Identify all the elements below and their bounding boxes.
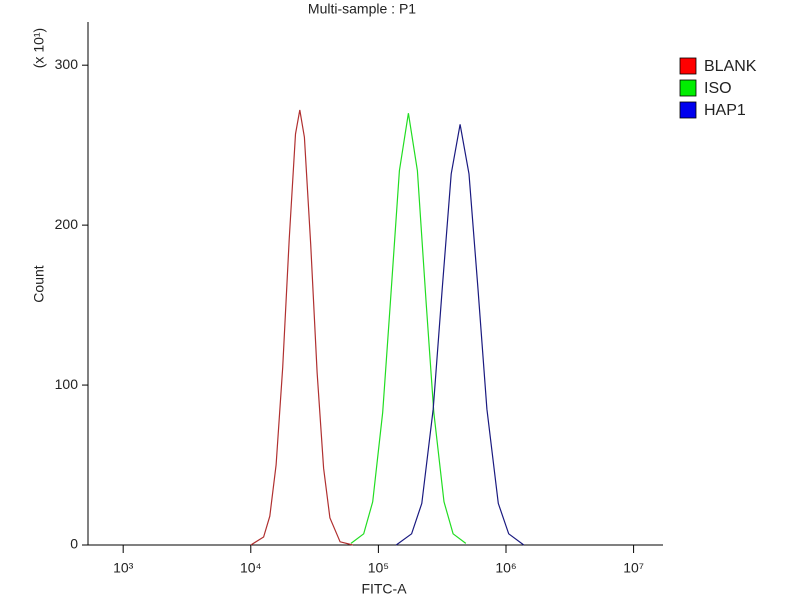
legend-label: HAP1 <box>704 102 746 119</box>
y-tick-label: 100 <box>55 376 79 392</box>
y-tick-label: 300 <box>55 56 79 72</box>
chart-title: Multi-sample : P1 <box>308 1 416 17</box>
legend-swatch <box>679 79 697 97</box>
legend-label: ISO <box>704 80 732 97</box>
x-tick-label: 10⁷ <box>623 560 644 576</box>
legend-swatch <box>679 101 697 119</box>
legend-label: BLANK <box>704 58 757 75</box>
x-tick-label: 10⁴ <box>240 560 262 576</box>
histogram-line <box>350 113 467 544</box>
histogram-line <box>395 124 525 546</box>
x-tick-label: 10⁵ <box>368 560 389 576</box>
x-tick-label: 10⁶ <box>495 560 516 576</box>
histogram-line <box>250 109 354 546</box>
y-axis-label: Count <box>31 265 47 302</box>
y-tick-label: 200 <box>55 216 79 232</box>
x-axis-label: FITC-A <box>361 581 407 597</box>
y-multiplier: (x 10¹) <box>31 28 47 68</box>
legend-swatch <box>679 57 697 75</box>
x-tick-label: 10³ <box>113 560 134 576</box>
y-tick-label: 0 <box>70 536 78 552</box>
